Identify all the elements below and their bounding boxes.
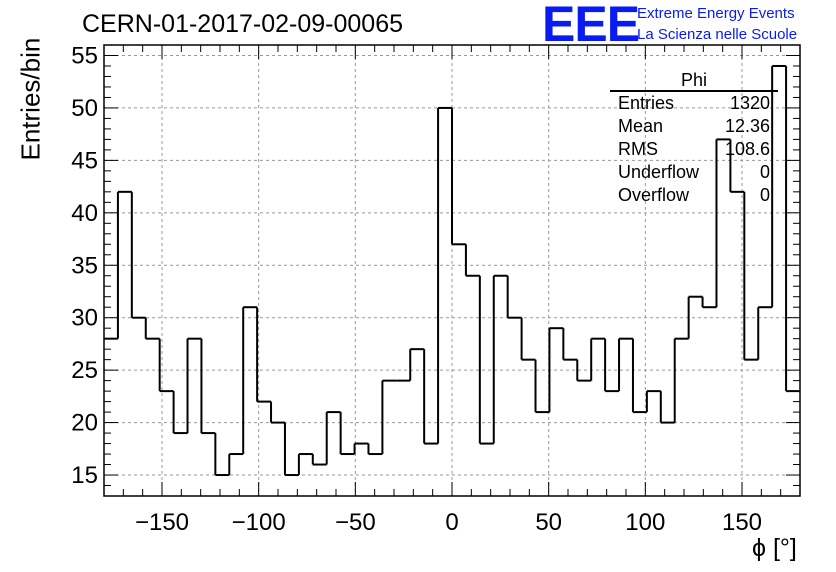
stats-value: 108.6 [724, 139, 770, 159]
y-tick-label: 55 [71, 42, 98, 69]
x-tick-label: −50 [335, 509, 376, 536]
x-tick-label: −100 [232, 509, 286, 536]
x-tick-label: 0 [445, 509, 458, 536]
logo-line-2: La Scienza nelle Scuole [637, 26, 798, 43]
y-tick-label: 40 [71, 200, 98, 227]
plot-frame [103, 44, 801, 497]
stats-value: 12.36 [724, 116, 770, 136]
logo-caption: Extreme Energy Events La Scienza nelle S… [637, 3, 797, 45]
logo-line-1: Extreme Energy Events [637, 5, 795, 22]
y-tick-label: 15 [71, 462, 98, 489]
x-tick-label: 100 [625, 509, 665, 536]
stats-row: Mean 12.36 [610, 115, 778, 138]
y-tick-label: 30 [71, 305, 98, 332]
stats-label: Underflow [618, 162, 700, 182]
x-tick-label: 150 [722, 509, 762, 536]
stats-label: Entries [618, 93, 675, 113]
stats-row: RMS 108.6 [610, 138, 778, 161]
y-tick-label: 50 [71, 95, 98, 122]
stats-value: 0 [759, 185, 770, 205]
stats-label: Overflow [618, 185, 690, 205]
x-axis-label: ϕ [°] [752, 534, 797, 562]
stats-row: Overflow 0 [610, 184, 778, 207]
y-axis-label: Entries/bin [15, 37, 46, 161]
x-tick-label: 50 [535, 509, 562, 536]
stats-row: Underflow 0 [610, 161, 778, 184]
stats-box-title: Phi [610, 70, 778, 92]
stats-label: Mean [618, 116, 664, 136]
x-tick-label: −150 [135, 509, 189, 536]
stats-value: 0 [759, 162, 770, 182]
y-tick-label: 45 [71, 147, 98, 174]
y-tick-label: 25 [71, 357, 98, 384]
eee-logo: EEE [542, 0, 640, 52]
stats-row: Entries 1320 [610, 92, 778, 115]
stats-value: 1320 [729, 93, 770, 113]
y-tick-label: 35 [71, 252, 98, 279]
stats-box: Phi Entries 1320 Mean 12.36 RMS 108.6 Under… [610, 70, 778, 207]
stats-label: RMS [618, 139, 658, 159]
y-tick-label: 20 [71, 410, 98, 437]
chart-title: CERN-01-2017-02-09-00065 [82, 10, 404, 38]
